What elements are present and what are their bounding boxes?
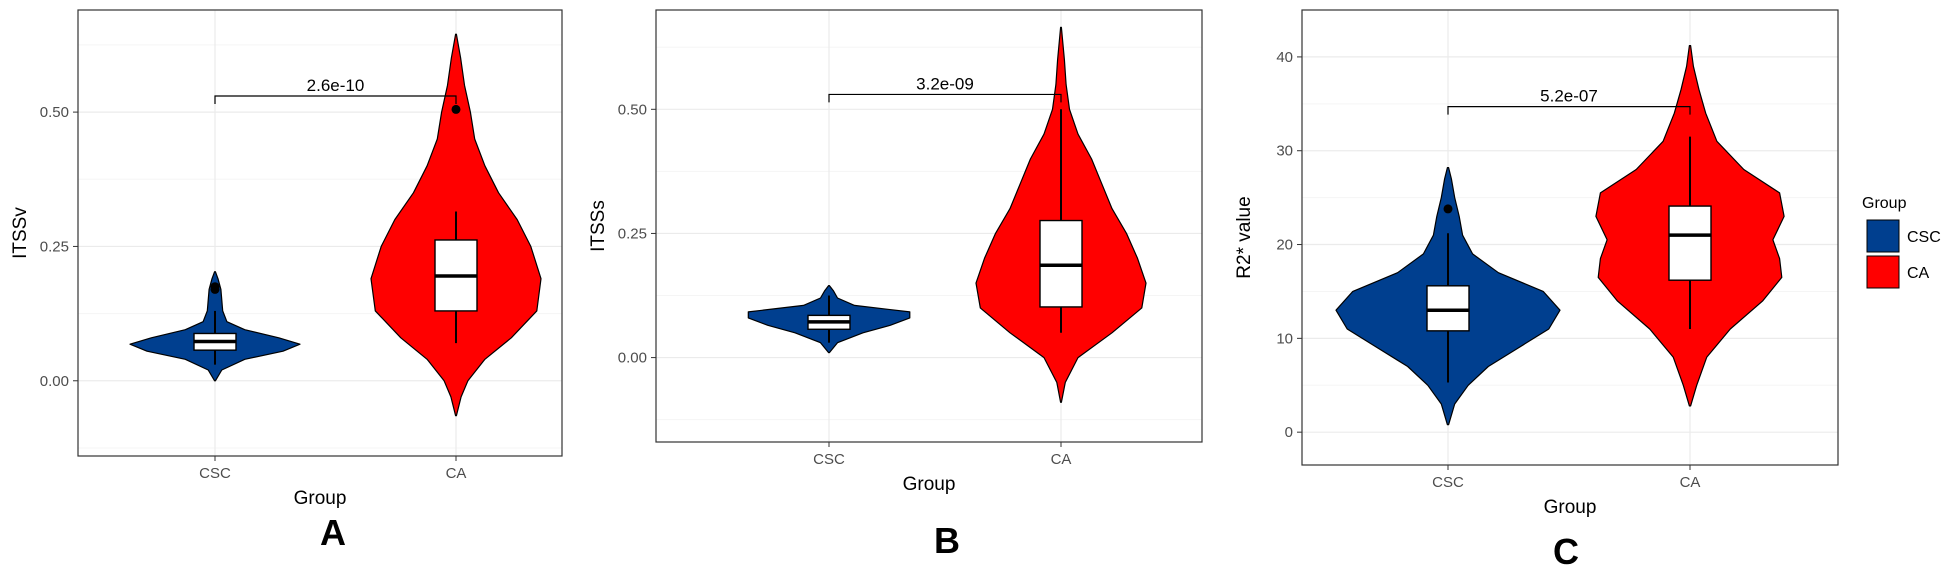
panel-a-y-tick-label: 0.25	[40, 238, 69, 255]
panel-b-grid	[655, 9, 1203, 443]
panel-a-x-tick-ca: CA	[446, 465, 467, 482]
legend-key-ca	[1866, 255, 1900, 289]
panel-b-bracket-line	[828, 93, 1062, 103]
panel-b-pvalue-bracket	[828, 93, 1062, 103]
panel-a-pvalue-bracket	[214, 95, 457, 104]
panel-c-x-ticks: CSC CA	[1432, 465, 1700, 491]
panel-b-x-ticks: CSC CA	[813, 442, 1071, 468]
panel-c-border	[1301, 9, 1839, 466]
panel-c-box-csc	[1426, 285, 1470, 332]
panel-b-y-tick-label: 0.25	[618, 225, 647, 242]
panel-c-y-tick-label: 20	[1276, 237, 1293, 254]
panel-a-y-ticks: 0.00 0.25 0.50	[40, 104, 78, 390]
panel-c-y-tick-label: 0	[1285, 424, 1293, 441]
panel-a: 2.6e-10 0.000.250.50 CSC CA Group ITSSv …	[10, 9, 563, 553]
legend-title: Group	[1862, 195, 1907, 212]
panel-c-pvalue-label: 5.2e-07	[1540, 87, 1598, 106]
panel-c-x-tick-csc: CSC	[1432, 474, 1464, 491]
panel-a-y-tick-label: 0.00	[40, 373, 69, 390]
panel-c-letter: C	[1553, 531, 1579, 572]
panel-a-letter: A	[320, 512, 346, 553]
panel-c-pvalue-bracket	[1447, 106, 1691, 115]
panel-a-x-axis-label: Group	[294, 488, 347, 509]
panel-a-violins	[129, 33, 542, 417]
panel-b-x-tick-csc: CSC	[813, 451, 845, 468]
panel-b: 3.2e-09 0.000.250.50 CSC CA Group ITSSs …	[588, 9, 1203, 561]
panel-b-pvalue-label: 3.2e-09	[916, 74, 974, 93]
panel-c-y-tick-label: 10	[1276, 330, 1293, 347]
panel-b-y-tick-label: 0.50	[618, 101, 647, 118]
panel-c-y-tick-label: 30	[1276, 143, 1293, 160]
panel-a-border	[77, 9, 563, 457]
panel-c-y-tick-label: 40	[1276, 49, 1293, 66]
panel-c-bracket-line	[1447, 106, 1691, 115]
panel-c-x-axis-label: Group	[1544, 497, 1597, 518]
panel-b-border	[655, 9, 1203, 443]
panel-c-y-ticks: 0 10 20 30 40	[1276, 49, 1302, 441]
panel-c: 5.2e-07 0 10 20 30 40 CSC CA Group R2* value…	[1234, 9, 1839, 572]
panel-a-bracket-line	[214, 95, 457, 104]
panel-a-outlier-csc	[210, 282, 220, 292]
panel-c-outlier-csc	[1443, 204, 1453, 214]
panel-c-x-tick-ca: CA	[1680, 474, 1701, 491]
panel-c-violins	[1335, 44, 1785, 426]
panel-b-y-ticks: 0.00 0.25 0.50	[618, 101, 656, 367]
panel-c-box-ca	[1668, 205, 1712, 281]
panel-a-pvalue-label: 2.6e-10	[307, 76, 365, 95]
panel-b-violins	[747, 26, 1147, 403]
panel-c-y-axis-label: R2* value	[1234, 196, 1255, 278]
legend: Group CSC CA	[1862, 195, 1941, 289]
panel-a-y-axis-label: ITSSv	[10, 207, 31, 259]
panel-a-x-ticks: CSC CA	[199, 456, 466, 482]
panel-b-x-tick-ca: CA	[1051, 451, 1072, 468]
panel-a-y-tick-label: 0.50	[40, 104, 69, 121]
panel-a-x-tick-csc: CSC	[199, 465, 231, 482]
panel-b-y-tick-label: 0.00	[618, 350, 647, 367]
legend-label-ca: CA	[1907, 265, 1930, 282]
panel-b-x-axis-label: Group	[903, 474, 956, 495]
legend-label-csc: CSC	[1907, 229, 1941, 246]
legend-key-csc	[1866, 219, 1900, 253]
panel-b-letter: B	[934, 520, 960, 561]
panel-a-outlier-ca	[451, 104, 461, 114]
panel-b-y-axis-label: ITSSs	[588, 200, 609, 252]
